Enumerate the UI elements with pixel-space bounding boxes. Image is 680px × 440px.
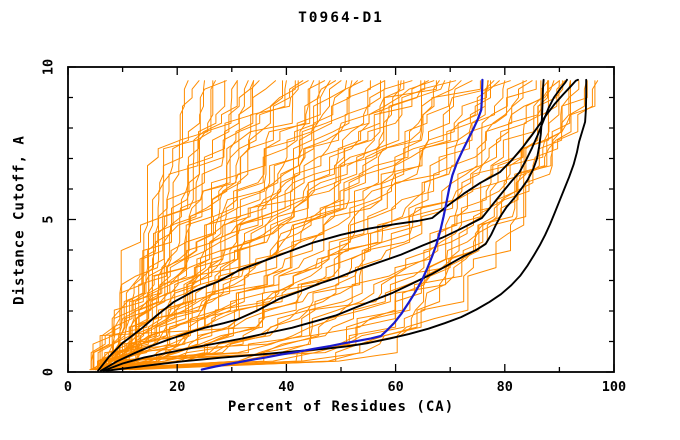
ensemble-curve (97, 80, 227, 371)
ensemble-curve (109, 80, 371, 371)
ensemble-curve (115, 80, 524, 371)
ensemble-curve (99, 80, 426, 371)
x-tick-label: 20 (169, 379, 185, 395)
ensemble-curve (105, 80, 216, 371)
ensemble-curve (99, 80, 506, 371)
ensemble-curve (100, 80, 358, 371)
ensemble-curve (93, 80, 205, 371)
ensemble-curve (92, 80, 446, 371)
ensemble-curve (92, 80, 381, 371)
ensemble-curve (113, 80, 588, 371)
x-tick-label: 100 (602, 379, 626, 395)
axis-ticks (67, 66, 615, 373)
black-curve-4 (105, 78, 588, 372)
ensemble-curve (114, 80, 560, 371)
blue-curve (200, 78, 484, 371)
ensemble-curve (100, 80, 549, 371)
ensemble-curve (100, 80, 283, 371)
ensemble-curve (99, 80, 402, 371)
ensemble-curve (107, 80, 528, 371)
ensemble-curve (92, 80, 189, 371)
ensemble-curve (104, 80, 555, 371)
ensemble-curve (128, 80, 544, 371)
ensemble-curve (110, 80, 276, 371)
ensemble-curve (100, 80, 249, 371)
ensemble-curve (94, 80, 481, 371)
ensemble-curve (95, 80, 336, 371)
y-tick-label: 0 (41, 368, 57, 376)
ensemble-curve (95, 80, 457, 371)
ensemble-curve (89, 80, 429, 371)
ensemble-curve (102, 80, 200, 371)
x-tick-label: 60 (387, 379, 403, 395)
black-curve-3 (102, 78, 545, 372)
ensemble-curve (107, 80, 550, 371)
ensemble-curve (134, 80, 571, 371)
ensemble-curve (98, 80, 511, 371)
ensemble-curve (99, 80, 489, 371)
ensemble-curve (99, 80, 413, 371)
ensemble-curve (118, 80, 542, 371)
x-tick-label: 40 (278, 379, 294, 395)
x-axis-label: Percent of Residues (CA) (227, 399, 455, 415)
ensemble-curve (99, 80, 533, 371)
ensemble-curve (100, 80, 473, 371)
ensemble-curve (105, 80, 500, 371)
ensemble-curve (110, 80, 226, 371)
ensemble-curve (104, 80, 386, 371)
ensemble-curve (90, 80, 255, 371)
ensemble-curve (99, 80, 495, 371)
x-tick-label: 0 (64, 379, 72, 395)
x-tick-label: 80 (497, 379, 513, 395)
ensemble-curve (108, 80, 596, 371)
ensemble-curve (97, 80, 386, 371)
chart-title: T0964-D1 (298, 10, 384, 26)
y-tick-label: 10 (41, 59, 57, 75)
ensemble-curve (98, 80, 331, 371)
ensemble-curve (97, 80, 309, 371)
y-tick-label: 5 (41, 215, 57, 223)
ensemble-curve (122, 80, 588, 371)
